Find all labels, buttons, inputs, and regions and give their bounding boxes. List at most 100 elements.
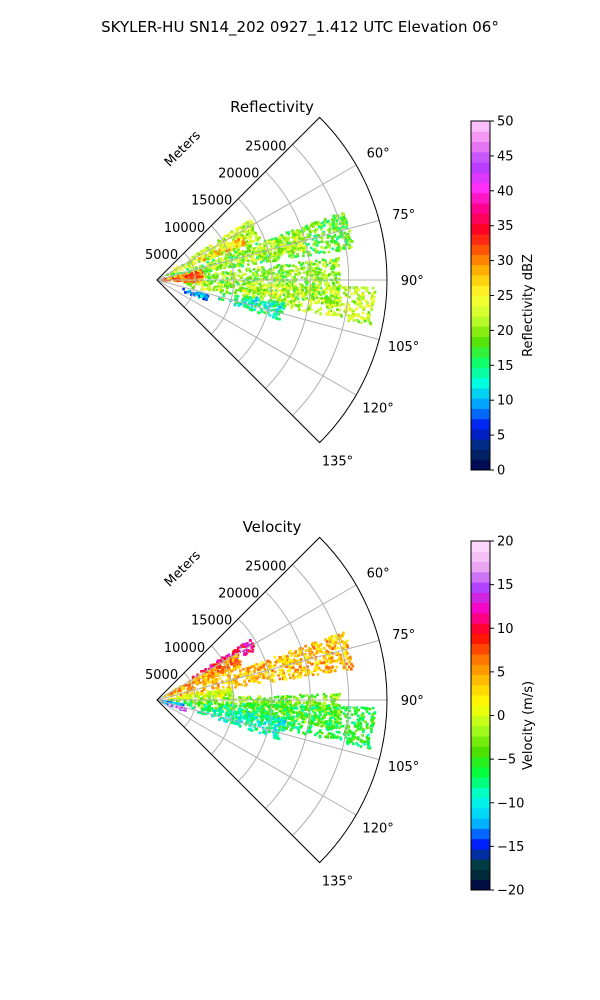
colorbar-swatch xyxy=(471,233,490,245)
colorbar-swatch xyxy=(471,736,490,747)
velocity-grid: 5000 10000 15000 20000 25000 60° 75° 90° 105° 120… xyxy=(145,536,424,890)
colorbar-tick-label: 10 xyxy=(497,394,514,409)
colorbar-swatch xyxy=(471,848,490,860)
colorbar-tick-label: 25 xyxy=(497,289,514,304)
colorbar-tick-label: −5 xyxy=(497,753,516,768)
colorbar-swatch xyxy=(471,428,490,440)
colorbar-swatch xyxy=(471,787,490,799)
colorbar-swatch xyxy=(471,766,490,778)
velocity-echoes xyxy=(158,631,377,750)
colorbar-tick-label: −15 xyxy=(497,840,524,855)
colorbar-swatch xyxy=(471,459,490,471)
colorbar-swatch xyxy=(471,664,490,675)
colorbar-swatch xyxy=(471,561,490,573)
colorbar-swatch xyxy=(471,756,490,768)
colorbar-swatch xyxy=(471,295,490,307)
colorbar-swatch xyxy=(471,592,490,604)
colorbar-tick-label: 5 xyxy=(497,665,505,680)
colorbar-swatch xyxy=(471,418,490,430)
azimuth-spoke xyxy=(156,219,380,281)
colorbar-swatch xyxy=(471,223,490,235)
azimuth-tick-label: 60° xyxy=(367,146,390,161)
colorbar-swatch xyxy=(471,141,490,153)
azimuth-tick-label: 135° xyxy=(322,875,353,890)
colorbar-tick-label: 5 xyxy=(497,429,505,444)
colorbar-swatch xyxy=(471,838,490,850)
colorbar-tick-label: 10 xyxy=(497,622,514,637)
colorbar-swatch xyxy=(471,326,490,338)
colorbar-tick-label: 35 xyxy=(497,219,514,234)
colorbar-swatch xyxy=(471,316,490,327)
colorbar-swatch xyxy=(471,305,490,317)
colorbar-swatch xyxy=(471,694,490,706)
echo-region-6 xyxy=(218,292,286,321)
colorbar-swatch xyxy=(471,551,490,563)
colorbar-swatch xyxy=(471,285,490,296)
colorbar-swatch xyxy=(471,203,490,214)
velocity-colorbar: −20 −15 −10 −5 0 5 10 15 20 xyxy=(470,535,524,899)
azimuth-tick-label: 105° xyxy=(388,340,419,355)
figure-suptitle: SKYLER-HU SN14_202 0927_1.412 UTC Elevat… xyxy=(101,18,499,37)
azimuth-spoke xyxy=(156,639,380,701)
azimuth-spoke xyxy=(156,699,357,816)
azimuth-tick-label: 120° xyxy=(362,402,393,417)
colorbar-swatch xyxy=(471,254,490,266)
azimuth-spoke xyxy=(156,279,357,396)
colorbar-swatch xyxy=(471,449,490,461)
colorbar-swatch xyxy=(471,172,490,184)
colorbar-swatch xyxy=(471,653,490,665)
reflectivity-range-axis-label: Meters xyxy=(162,128,204,170)
echo-region-6 xyxy=(197,706,287,741)
range-tick-label: 10000 xyxy=(164,221,205,236)
range-tick-label: 25000 xyxy=(245,559,286,574)
colorbar-swatch xyxy=(471,705,490,716)
colorbar-swatch xyxy=(471,264,490,276)
colorbar-swatch xyxy=(471,828,490,840)
colorbar-swatch xyxy=(471,162,490,173)
colorbar-tick-label: −10 xyxy=(497,796,524,811)
colorbar-swatch xyxy=(471,612,490,624)
colorbar-swatch xyxy=(471,377,490,389)
colorbar-swatch xyxy=(471,367,490,379)
colorbar-tick-label: 15 xyxy=(497,578,514,593)
colorbar-swatch xyxy=(471,602,490,614)
colorbar-swatch xyxy=(471,715,490,727)
colorbar-swatch xyxy=(471,623,490,634)
echo-region-1 xyxy=(198,237,246,263)
colorbar-swatch xyxy=(471,582,490,593)
azimuth-tick-label: 120° xyxy=(362,822,393,837)
colorbar-swatch xyxy=(471,674,490,686)
colorbar-tick-label: −20 xyxy=(497,884,524,899)
colorbar-tick-label: 45 xyxy=(497,149,514,164)
colorbar-swatch xyxy=(471,346,490,358)
colorbar-swatch xyxy=(471,807,490,819)
colorbar-tick-label: 20 xyxy=(497,535,514,550)
colorbar-swatch xyxy=(471,746,490,758)
colorbar-swatch xyxy=(471,398,490,409)
velocity-range-axis-label: Meters xyxy=(162,548,204,590)
range-tick-label: 5000 xyxy=(145,668,178,683)
range-tick-label: 15000 xyxy=(191,194,232,209)
colorbar-swatch xyxy=(471,151,490,163)
colorbar-swatch xyxy=(471,387,490,399)
colorbar-swatch xyxy=(471,121,490,132)
colorbar-swatch xyxy=(471,725,490,737)
colorbar-tick-label: 0 xyxy=(497,464,505,479)
azimuth-spoke xyxy=(156,279,380,341)
azimuth-tick-label: 75° xyxy=(392,628,415,643)
colorbar-swatch xyxy=(471,818,490,829)
azimuth-tick-label: 90° xyxy=(401,694,424,709)
azimuth-spoke xyxy=(156,584,357,701)
colorbar-tick-label: 40 xyxy=(497,184,514,199)
colorbar-swatch xyxy=(471,357,490,368)
colorbar-swatch xyxy=(471,244,490,255)
range-tick-label: 15000 xyxy=(191,614,232,629)
azimuth-tick-label: 60° xyxy=(367,566,390,581)
velocity-panel: Velocity 5000 10000 15000 20000 25000 60° 75° 9… xyxy=(145,518,536,899)
azimuth-spoke xyxy=(156,699,380,761)
colorbar-swatch xyxy=(471,879,490,891)
colorbar-swatch xyxy=(471,192,490,204)
colorbar-tick-label: 15 xyxy=(497,359,514,374)
colorbar-swatch xyxy=(471,541,490,552)
